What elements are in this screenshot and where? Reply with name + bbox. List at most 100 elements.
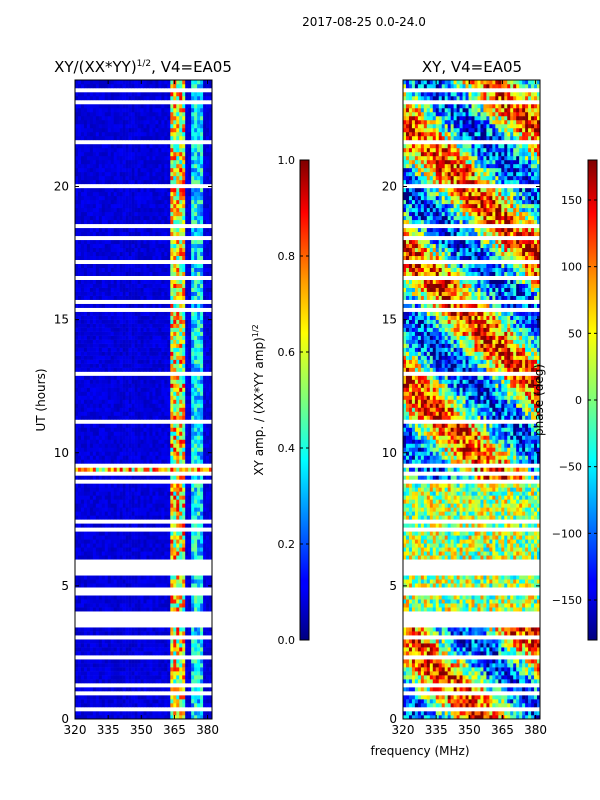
heatmap-cell (125, 511, 129, 516)
heatmap-cell (158, 187, 162, 193)
heatmap-cell (176, 467, 180, 472)
heatmap-cell (101, 495, 106, 500)
heatmap-cell (128, 351, 132, 356)
heatmap-cell (155, 539, 159, 544)
heatmap-cell (170, 379, 174, 384)
heatmap-gap-row (75, 683, 212, 688)
heatmap-cell (128, 271, 132, 276)
heatmap-cell (155, 703, 159, 708)
heatmap-cell (113, 319, 117, 324)
heatmap-cell (194, 387, 198, 392)
heatmap-cell (155, 475, 159, 480)
heatmap-cell (125, 319, 129, 324)
heatmap-cell (185, 387, 189, 392)
heatmap-cell (119, 467, 123, 472)
heatmap-cell (137, 427, 141, 432)
heatmap-cell (98, 179, 103, 185)
heatmap-cell (140, 403, 144, 408)
heatmap-cell (122, 555, 126, 560)
heatmap-cell (113, 639, 117, 644)
heatmap-cell (173, 447, 177, 452)
heatmap-cell (116, 339, 120, 344)
heatmap-cell (137, 379, 141, 384)
heatmap-cell (188, 351, 192, 356)
heatmap-cell (95, 323, 100, 328)
heatmap-cell (167, 539, 171, 544)
heatmap-cell (146, 179, 150, 185)
heatmap-cell (98, 671, 103, 676)
heatmap-cell (158, 215, 162, 221)
heatmap-cell (125, 279, 129, 284)
heatmap-cell (164, 415, 168, 420)
heatmap-cell (128, 455, 132, 460)
heatmap-cell (158, 631, 162, 636)
heatmap-cell (83, 455, 88, 460)
heatmap-cell (116, 199, 120, 205)
heatmap-cell (182, 543, 186, 548)
heatmap-cell (75, 603, 79, 608)
heatmap-cell (176, 179, 180, 185)
heatmap-cell (119, 499, 123, 504)
heatmap-cell (179, 315, 183, 320)
heatmap-cell (200, 303, 204, 308)
heatmap-cell (203, 459, 207, 464)
heatmap-cell (188, 303, 192, 308)
heatmap-cell (200, 267, 204, 272)
heatmap-cell (110, 647, 115, 652)
heatmap-cell (83, 499, 88, 504)
heatmap-cell (125, 687, 129, 692)
heatmap-cell (119, 663, 123, 668)
heatmap-cell (92, 391, 97, 396)
heatmap-cell (206, 195, 210, 201)
heatmap-cell (149, 283, 153, 288)
heatmap-cell (83, 703, 88, 708)
heatmap-cell (200, 415, 204, 420)
heatmap-cell (191, 499, 195, 504)
heatmap-cell (134, 231, 138, 237)
heatmap-cell (128, 267, 132, 272)
heatmap-cell (149, 607, 153, 612)
heatmap-cell (146, 499, 150, 504)
heatmap-cell (89, 311, 94, 316)
heatmap-cell (92, 239, 97, 245)
heatmap-cell (80, 715, 85, 720)
heatmap-cell (209, 195, 213, 201)
heatmap-cell (83, 531, 88, 536)
heatmap-cell (203, 387, 207, 392)
heatmap-cell (206, 395, 210, 400)
heatmap-cell (179, 191, 183, 197)
heatmap-cell (95, 603, 100, 608)
heatmap-cell (134, 499, 138, 504)
heatmap-cell (92, 319, 97, 324)
heatmap-cell (167, 203, 171, 209)
heatmap-cell (89, 363, 94, 368)
heatmap-cell (131, 351, 135, 356)
heatmap-cell (200, 543, 204, 548)
heatmap-cell (209, 327, 213, 332)
heatmap-cell (107, 395, 112, 400)
heatmap-cell (149, 267, 153, 272)
heatmap-cell (83, 251, 88, 257)
heatmap-cell (188, 171, 192, 177)
heatmap-cell (75, 283, 79, 288)
heatmap-cell (122, 595, 126, 600)
heatmap-cell (110, 427, 115, 432)
heatmap-cell (77, 667, 82, 672)
heatmap-cell (116, 575, 120, 580)
heatmap-cell (125, 499, 129, 504)
heatmap-cell (146, 687, 150, 692)
heatmap-cell (176, 695, 180, 700)
heatmap-cell (104, 451, 109, 456)
heatmap-cell (116, 543, 120, 548)
heatmap-cell (104, 367, 109, 372)
heatmap-cell (167, 607, 171, 612)
heatmap-cell (98, 475, 103, 480)
heatmap-cell (83, 659, 88, 664)
heatmap-cell (122, 263, 126, 269)
heatmap-cell (170, 499, 174, 504)
heatmap-cell (146, 483, 150, 488)
heatmap-cell (104, 199, 109, 205)
heatmap-cell (125, 427, 129, 432)
heatmap-cell (182, 219, 186, 225)
heatmap-cell (125, 231, 129, 237)
